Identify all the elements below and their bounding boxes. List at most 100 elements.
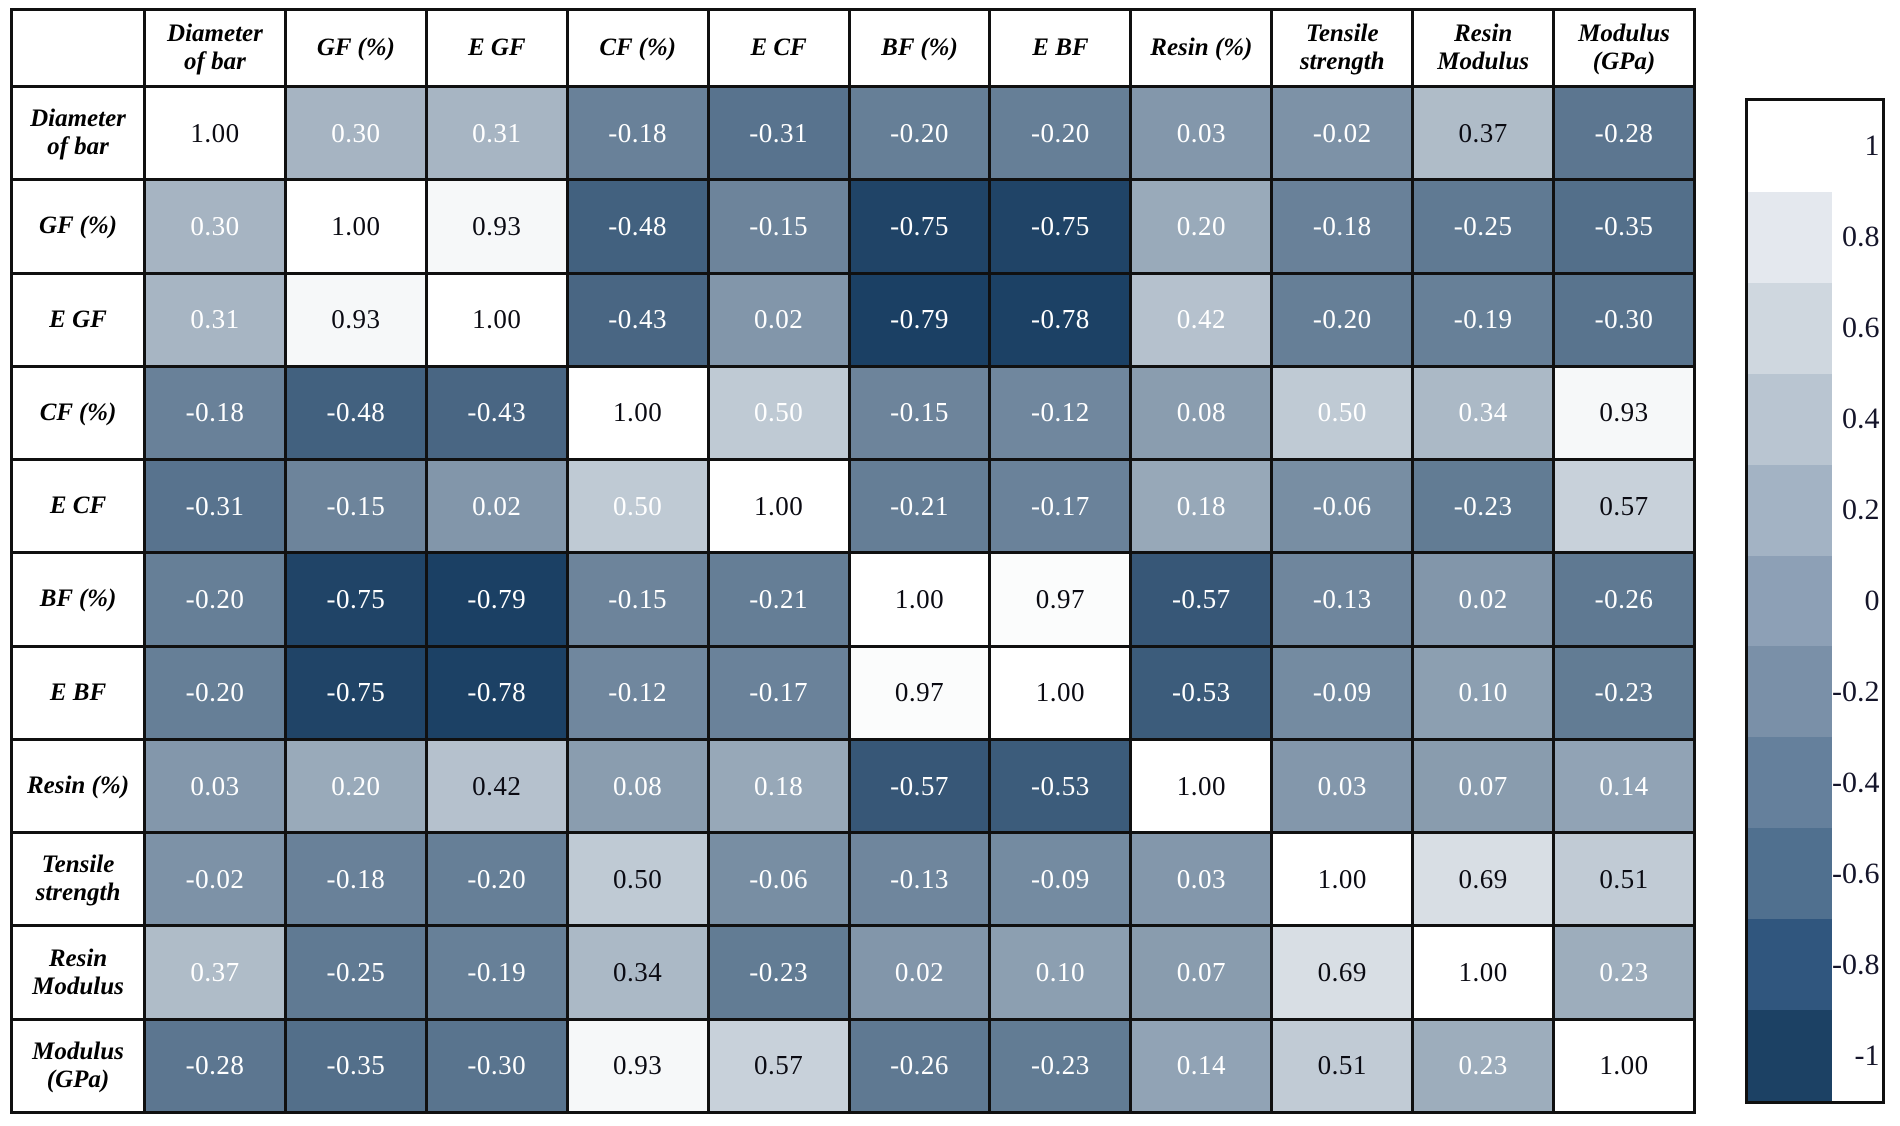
legend-entry: 0 <box>1748 555 1892 647</box>
matrix-cell: 0.34 <box>568 927 707 1018</box>
legend-swatch <box>1748 828 1832 920</box>
matrix-cell: -0.23 <box>1414 461 1553 552</box>
matrix-cell: 0.51 <box>1273 1020 1412 1111</box>
matrix-cell: 1.00 <box>709 461 848 552</box>
matrix-cell: -0.78 <box>991 274 1130 365</box>
matrix-cell: -0.53 <box>991 740 1130 832</box>
matrix-cell: -0.75 <box>286 647 425 738</box>
column-header: Diameter of bar <box>146 11 284 85</box>
column-header: BF (%) <box>850 11 989 85</box>
matrix-cell: -0.15 <box>850 367 989 459</box>
matrix-cell: 0.02 <box>850 927 989 1018</box>
matrix-cell: 0.69 <box>1273 927 1412 1018</box>
matrix-cell: -0.57 <box>850 740 989 832</box>
matrix-cell: 0.02 <box>709 274 848 365</box>
legend-tick-label: 0.6 <box>1842 311 1880 345</box>
legend-entry: -0.6 <box>1748 828 1892 920</box>
matrix-cell: 1.00 <box>146 88 284 179</box>
matrix-cell: 0.07 <box>1132 927 1271 1018</box>
matrix-cell: 0.42 <box>1132 274 1271 365</box>
matrix-cell: -0.78 <box>427 647 566 738</box>
matrix-cell: 0.02 <box>1414 554 1553 645</box>
row-header: CF (%) <box>13 367 143 459</box>
matrix-cell: -0.13 <box>850 834 989 925</box>
matrix-cell: -0.21 <box>850 461 989 552</box>
matrix-cell: -0.21 <box>709 554 848 645</box>
matrix-cell: 0.50 <box>568 834 707 925</box>
legend-tick-label: 0 <box>1864 583 1880 617</box>
legend-entry: 0.2 <box>1748 464 1892 556</box>
matrix-cell: -0.31 <box>709 88 848 179</box>
matrix-cell: 0.02 <box>427 461 566 552</box>
matrix-cell: 0.57 <box>709 1020 848 1111</box>
matrix-cell: -0.28 <box>1555 88 1693 179</box>
matrix-cell: -0.31 <box>146 461 284 552</box>
legend-tick-label: -0.6 <box>1832 856 1880 890</box>
matrix-cell: -0.18 <box>286 834 425 925</box>
matrix-cell: -0.28 <box>146 1020 284 1111</box>
matrix-cell: 0.50 <box>568 461 707 552</box>
matrix-cell: -0.20 <box>1273 274 1412 365</box>
matrix-cell: -0.48 <box>568 181 707 272</box>
matrix-cell: -0.20 <box>991 88 1130 179</box>
matrix-cell: -0.79 <box>850 274 989 365</box>
matrix-cell: -0.13 <box>1273 554 1412 645</box>
matrix-cell: 0.93 <box>427 181 566 272</box>
matrix-cell: -0.30 <box>1555 274 1693 365</box>
matrix-cell: 0.37 <box>146 927 284 1018</box>
matrix-cell: 0.18 <box>1132 461 1271 552</box>
matrix-cell: -0.23 <box>991 1020 1130 1111</box>
matrix-cell: 0.20 <box>1132 181 1271 272</box>
matrix-cell: -0.02 <box>146 834 284 925</box>
legend-entry: 0.4 <box>1748 373 1892 465</box>
legend-entry: 1 <box>1748 101 1892 192</box>
matrix-cell: -0.43 <box>427 367 566 459</box>
legend-tick-label: -0.8 <box>1832 947 1880 981</box>
legend-tick-label: 1 <box>1864 129 1880 163</box>
row-header: E CF <box>13 461 143 552</box>
matrix-cell: -0.48 <box>286 367 425 459</box>
colorbar-legend: 1 0.8 0.6 0.4 0.2 0 -0.2 -0.4 -0.6 -0.8 -1 <box>1745 98 1885 1104</box>
matrix-cell: -0.09 <box>1273 647 1412 738</box>
legend-entry: -0.4 <box>1748 737 1892 829</box>
matrix-cell: -0.75 <box>286 554 425 645</box>
matrix-cell: -0.75 <box>991 181 1130 272</box>
matrix-cell: -0.57 <box>1132 554 1271 645</box>
legend-swatch <box>1748 1010 1832 1101</box>
legend-swatch <box>1748 555 1832 647</box>
matrix-cell: -0.17 <box>991 461 1130 552</box>
matrix-cell: 0.93 <box>1555 367 1693 459</box>
matrix-cell: -0.75 <box>850 181 989 272</box>
legend-entry: 0.8 <box>1748 191 1892 283</box>
matrix-cell: 0.69 <box>1414 834 1553 925</box>
matrix-cell: -0.79 <box>427 554 566 645</box>
legend-entry: -1 <box>1748 1010 1892 1101</box>
matrix-cell: 0.34 <box>1414 367 1553 459</box>
legend-swatch <box>1748 464 1832 556</box>
matrix-cell: -0.23 <box>709 927 848 1018</box>
matrix-cell: 0.14 <box>1132 1020 1271 1111</box>
matrix-cell: 0.50 <box>709 367 848 459</box>
matrix-cell: 0.31 <box>146 274 284 365</box>
column-header: E GF <box>427 11 566 85</box>
matrix-cell: 0.03 <box>146 740 284 832</box>
matrix-cell: 0.08 <box>568 740 707 832</box>
matrix-cell: -0.20 <box>427 834 566 925</box>
matrix-cell: 0.03 <box>1273 740 1412 832</box>
matrix-cell: 0.10 <box>991 927 1130 1018</box>
matrix-cell: 0.51 <box>1555 834 1693 925</box>
matrix-cell: -0.18 <box>568 88 707 179</box>
legend-entry: -0.8 <box>1748 919 1892 1011</box>
legend-swatch <box>1748 737 1832 829</box>
matrix-cell: 0.93 <box>286 274 425 365</box>
matrix-cell: -0.18 <box>1273 181 1412 272</box>
row-header: GF (%) <box>13 181 143 272</box>
legend-swatch <box>1748 919 1832 1011</box>
column-header: CF (%) <box>568 11 707 85</box>
matrix-cell: 1.00 <box>850 554 989 645</box>
row-header: Resin (%) <box>13 740 143 832</box>
matrix-cell: 0.08 <box>1132 367 1271 459</box>
matrix-cell: -0.20 <box>146 647 284 738</box>
matrix-cell: -0.30 <box>427 1020 566 1111</box>
